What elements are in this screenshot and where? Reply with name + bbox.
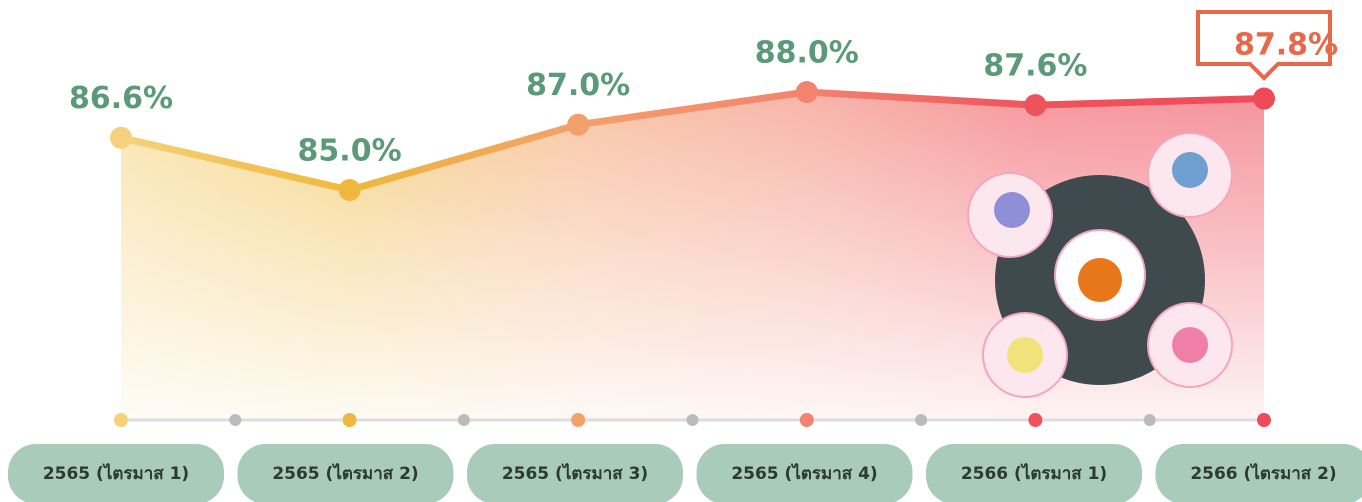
value-label: 87.0% bbox=[526, 68, 630, 103]
axis-dot bbox=[457, 414, 470, 426]
axis-dot bbox=[915, 414, 928, 426]
category-label: 2565 (ไตรมาส 4) bbox=[731, 463, 877, 484]
axis-dot bbox=[686, 414, 699, 426]
value-label: 85.0% bbox=[298, 134, 402, 169]
axis-dot bbox=[1143, 414, 1156, 426]
axis-dot bbox=[229, 414, 242, 426]
value-label: 87.6% bbox=[983, 49, 1087, 84]
illustration bbox=[967, 132, 1233, 398]
category-label: 2565 (ไตรมาส 1) bbox=[43, 463, 189, 484]
category-label: 2566 (ไตรมาส 2) bbox=[1190, 463, 1336, 484]
line bbox=[120, 88, 1265, 194]
marker bbox=[567, 113, 590, 136]
marker bbox=[795, 81, 818, 103]
category-label: 2566 (ไตรมาส 1) bbox=[961, 463, 1107, 484]
value-label: 86.6% bbox=[69, 81, 173, 116]
category-pill bbox=[696, 444, 913, 502]
axis-dot bbox=[571, 413, 586, 427]
value-label: 88.0% bbox=[755, 36, 859, 71]
axis-dot bbox=[1257, 413, 1271, 427]
axis-dot bbox=[1028, 413, 1043, 427]
category-pill bbox=[1155, 444, 1362, 502]
axis-dot bbox=[799, 413, 814, 427]
axis-dot bbox=[342, 413, 357, 427]
marker bbox=[1253, 87, 1275, 110]
axis-dot bbox=[114, 413, 128, 427]
marker bbox=[1024, 94, 1047, 117]
category-pill bbox=[237, 444, 454, 502]
marker bbox=[110, 126, 132, 149]
marker bbox=[338, 179, 361, 201]
category-pill bbox=[8, 444, 224, 502]
category-pill bbox=[926, 444, 1142, 502]
category-label: 2565 (ไตรมาส 3) bbox=[502, 463, 648, 484]
value-label: 87.8% bbox=[1234, 28, 1338, 63]
category-label: 2565 (ไตรมาส 2) bbox=[272, 463, 418, 484]
callout bbox=[1196, 10, 1332, 81]
category-pill bbox=[467, 444, 683, 502]
